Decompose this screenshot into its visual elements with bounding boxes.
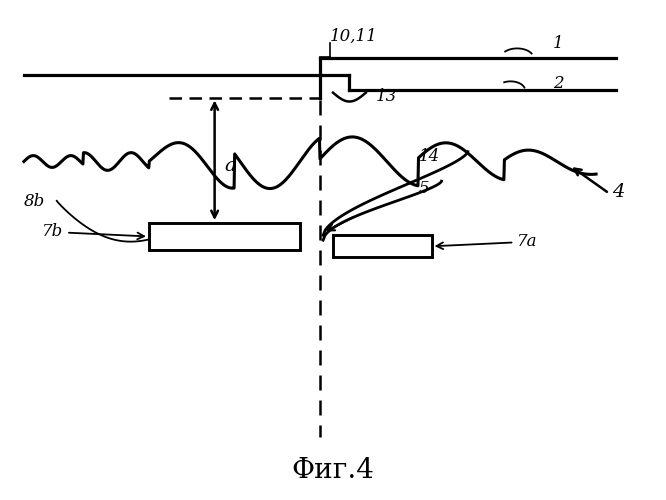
Text: Фиг.4: Фиг.4 [292, 456, 374, 483]
Text: a: a [224, 158, 236, 176]
Text: 7a: 7a [436, 234, 537, 250]
Text: 2: 2 [553, 74, 564, 92]
Text: 7b: 7b [42, 224, 144, 240]
Text: 5: 5 [418, 180, 429, 198]
Bar [333, 235, 432, 258]
Text: 10,11: 10,11 [330, 28, 378, 45]
Text: 14: 14 [418, 148, 440, 166]
Bar [149, 223, 300, 250]
Text: 8b: 8b [24, 192, 45, 210]
Text: 1: 1 [553, 36, 564, 52]
Text: 13: 13 [376, 88, 397, 105]
Text: 4: 4 [613, 183, 625, 201]
